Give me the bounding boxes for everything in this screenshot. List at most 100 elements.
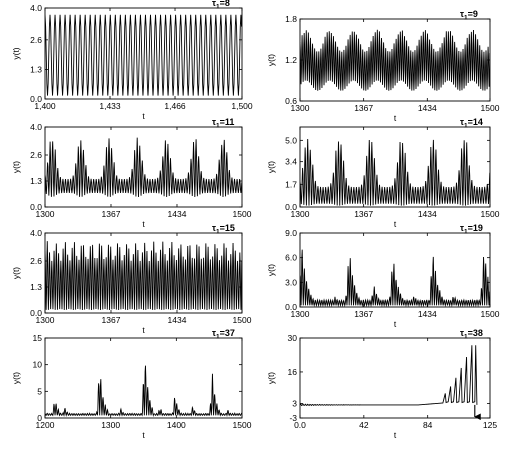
- y-tick-label-p4-1: 1.7: [285, 179, 297, 189]
- y-tick-label-p3-0: 0.0: [30, 202, 42, 212]
- x-tick-label-p4-1: 1367: [354, 209, 373, 219]
- title-symbol: τ: [460, 223, 464, 233]
- y-axis-label-p2: y(t): [266, 54, 276, 66]
- x-tick-label-p4-2: 1434: [418, 209, 437, 219]
- y-tick-label-p8-3: 30: [288, 333, 298, 343]
- series-line-p6: [300, 249, 490, 307]
- y-axis-label-p3: y(t): [11, 161, 21, 173]
- panel-title-p2: τ1=9: [460, 9, 478, 22]
- y-tick-label-p1-3: 4.0: [30, 3, 42, 13]
- y-tick-label-p2-0: 0.6: [285, 96, 297, 106]
- x-axis-label-p5: t: [142, 325, 145, 335]
- x-tick-label-p2-0: 1300: [291, 103, 310, 113]
- y-axis-label-p7: y(t): [11, 372, 21, 384]
- x-tick-label-p7-0: 1200: [36, 420, 55, 430]
- axes-frame-p5: [44, 232, 243, 314]
- x-tick-label-p2-3: 1500: [481, 103, 500, 113]
- title-subscript: 1: [216, 229, 220, 236]
- title-value: =19: [468, 223, 483, 233]
- series-line-p2: [300, 29, 490, 91]
- y-tick-label-p8-1: 3: [292, 398, 297, 408]
- panel-title-p4: τ1=14: [460, 117, 483, 130]
- y-axis-label-p4: y(t): [266, 161, 276, 173]
- x-axis-label-p4: t: [394, 219, 397, 229]
- x-tick-label-p4-0: 1300: [291, 209, 310, 219]
- y-axis-label-p1: y(t): [11, 47, 21, 59]
- title-value: =15: [220, 223, 235, 233]
- series-line-p3: [45, 137, 242, 198]
- axes-frame-p1: [44, 7, 243, 100]
- x-tick-label-p5-2: 1434: [168, 315, 187, 325]
- y-tick-label-p1-0: 0.0: [30, 94, 42, 104]
- axes-frame-p4: [299, 126, 491, 208]
- y-tick-label-p5-3: 4.0: [30, 228, 42, 238]
- x-tick-label-p5-3: 1500: [233, 315, 252, 325]
- y-tick-label-p6-2: 6.0: [285, 253, 297, 263]
- y-tick-label-p2-2: 1.8: [285, 14, 297, 24]
- x-tick-label-p3-2: 1434: [168, 209, 187, 219]
- series-line-p7: [45, 365, 242, 418]
- axes-frame-p6: [299, 232, 491, 308]
- y-tick-label-p2-1: 1.2: [285, 55, 297, 65]
- x-tick-label-p1-3: 1,500: [231, 101, 253, 111]
- y-tick-label-p7-1: 5: [37, 386, 42, 396]
- series-line-p4: [300, 138, 490, 206]
- x-tick-label-p8-0: 0.0: [294, 420, 306, 430]
- panel-title-p3: τ1=11: [212, 117, 234, 130]
- y-tick-label-p8-2: 16: [288, 367, 298, 377]
- title-subscript: 1: [464, 334, 468, 341]
- y-tick-label-p4-2: 3.4: [285, 157, 297, 167]
- y-tick-label-p3-1: 1.3: [30, 176, 42, 186]
- title-value: =11: [220, 117, 235, 127]
- x-axis-label-p1: t: [142, 111, 145, 121]
- x-tick-label-p1-1: 1,433: [99, 101, 121, 111]
- title-symbol: τ: [460, 9, 464, 19]
- x-tick-label-p7-3: 1500: [233, 420, 252, 430]
- y-tick-label-p5-2: 2.6: [30, 256, 42, 266]
- x-tick-label-p6-1: 1367: [354, 309, 373, 319]
- panel-p8: 0.0 42 84 125 -3 3 16 30 t y(t) τ1=38: [266, 328, 497, 440]
- y-axis-label-p6: y(t): [266, 264, 276, 276]
- axes-frame-p7: [44, 337, 243, 419]
- title-symbol: τ: [212, 223, 216, 233]
- panel-p6: 1300 1367 1434 1500 0.0 3.0 6.0 9.0 t y(t) τ1=19: [266, 223, 500, 329]
- x-tick-label-p8-2: 84: [423, 420, 433, 430]
- x-axis-label-p7: t: [142, 430, 145, 440]
- y-tick-label-p4-0: 0.0: [285, 202, 297, 212]
- y-tick-label-p6-3: 9.0: [285, 228, 297, 238]
- y-tick-label-p4-3: 5.0: [285, 135, 297, 145]
- x-tick-label-p3-1: 1367: [102, 209, 121, 219]
- y-tick-label-p8-0: -3: [289, 413, 297, 423]
- x-tick-label-p1-2: 1,466: [164, 101, 186, 111]
- x-tick-label-p6-2: 1434: [418, 309, 437, 319]
- y-tick-label-p1-2: 2.6: [30, 35, 42, 45]
- x-tick-label-p3-0: 1300: [36, 209, 55, 219]
- panel-p4: 1300 1367 1434 1500 0.0 1.7 3.4 5.0 t y(t) τ1=14: [266, 117, 500, 229]
- x-tick-label-p3-3: 1500: [233, 209, 252, 219]
- axes-frame-p8: [299, 337, 491, 419]
- y-tick-label-p6-0: 0.0: [285, 302, 297, 312]
- title-subscript: 1: [216, 4, 220, 11]
- title-value: =9: [468, 9, 478, 19]
- panel-title-p7: τ1=37: [212, 328, 235, 341]
- x-tick-label-p8-3: 125: [483, 420, 497, 430]
- title-value: =38: [468, 328, 483, 338]
- axes-frame-p3: [44, 126, 243, 208]
- y-axis-label-p8: y(t): [266, 372, 276, 384]
- x-axis-label-p2: t: [394, 113, 397, 123]
- y-tick-label-p6-1: 3.0: [285, 277, 297, 287]
- y-tick-label-p7-0: 0: [37, 413, 42, 423]
- y-tick-label-p7-2: 10: [33, 360, 43, 370]
- series-line-p1: [45, 14, 242, 96]
- x-tick-label-p5-0: 1300: [36, 315, 55, 325]
- y-axis-label-p5: y(t): [11, 267, 21, 279]
- panel-p1: 1,400 1,433 1,466 1,500 0.0 1.3 2.6 4.0 t y(t) τ1=…: [11, 0, 253, 121]
- panel-p2: 1300 1367 1434 1500 0.6 1.2 1.8 t y(t) τ1=9: [266, 9, 500, 123]
- title-subscript: 1: [464, 123, 468, 130]
- series-line-p5: [45, 241, 242, 311]
- y-tick-label-p1-1: 1.3: [30, 64, 42, 74]
- x-axis-label-p3: t: [142, 219, 145, 229]
- title-subscript: 1: [216, 334, 220, 341]
